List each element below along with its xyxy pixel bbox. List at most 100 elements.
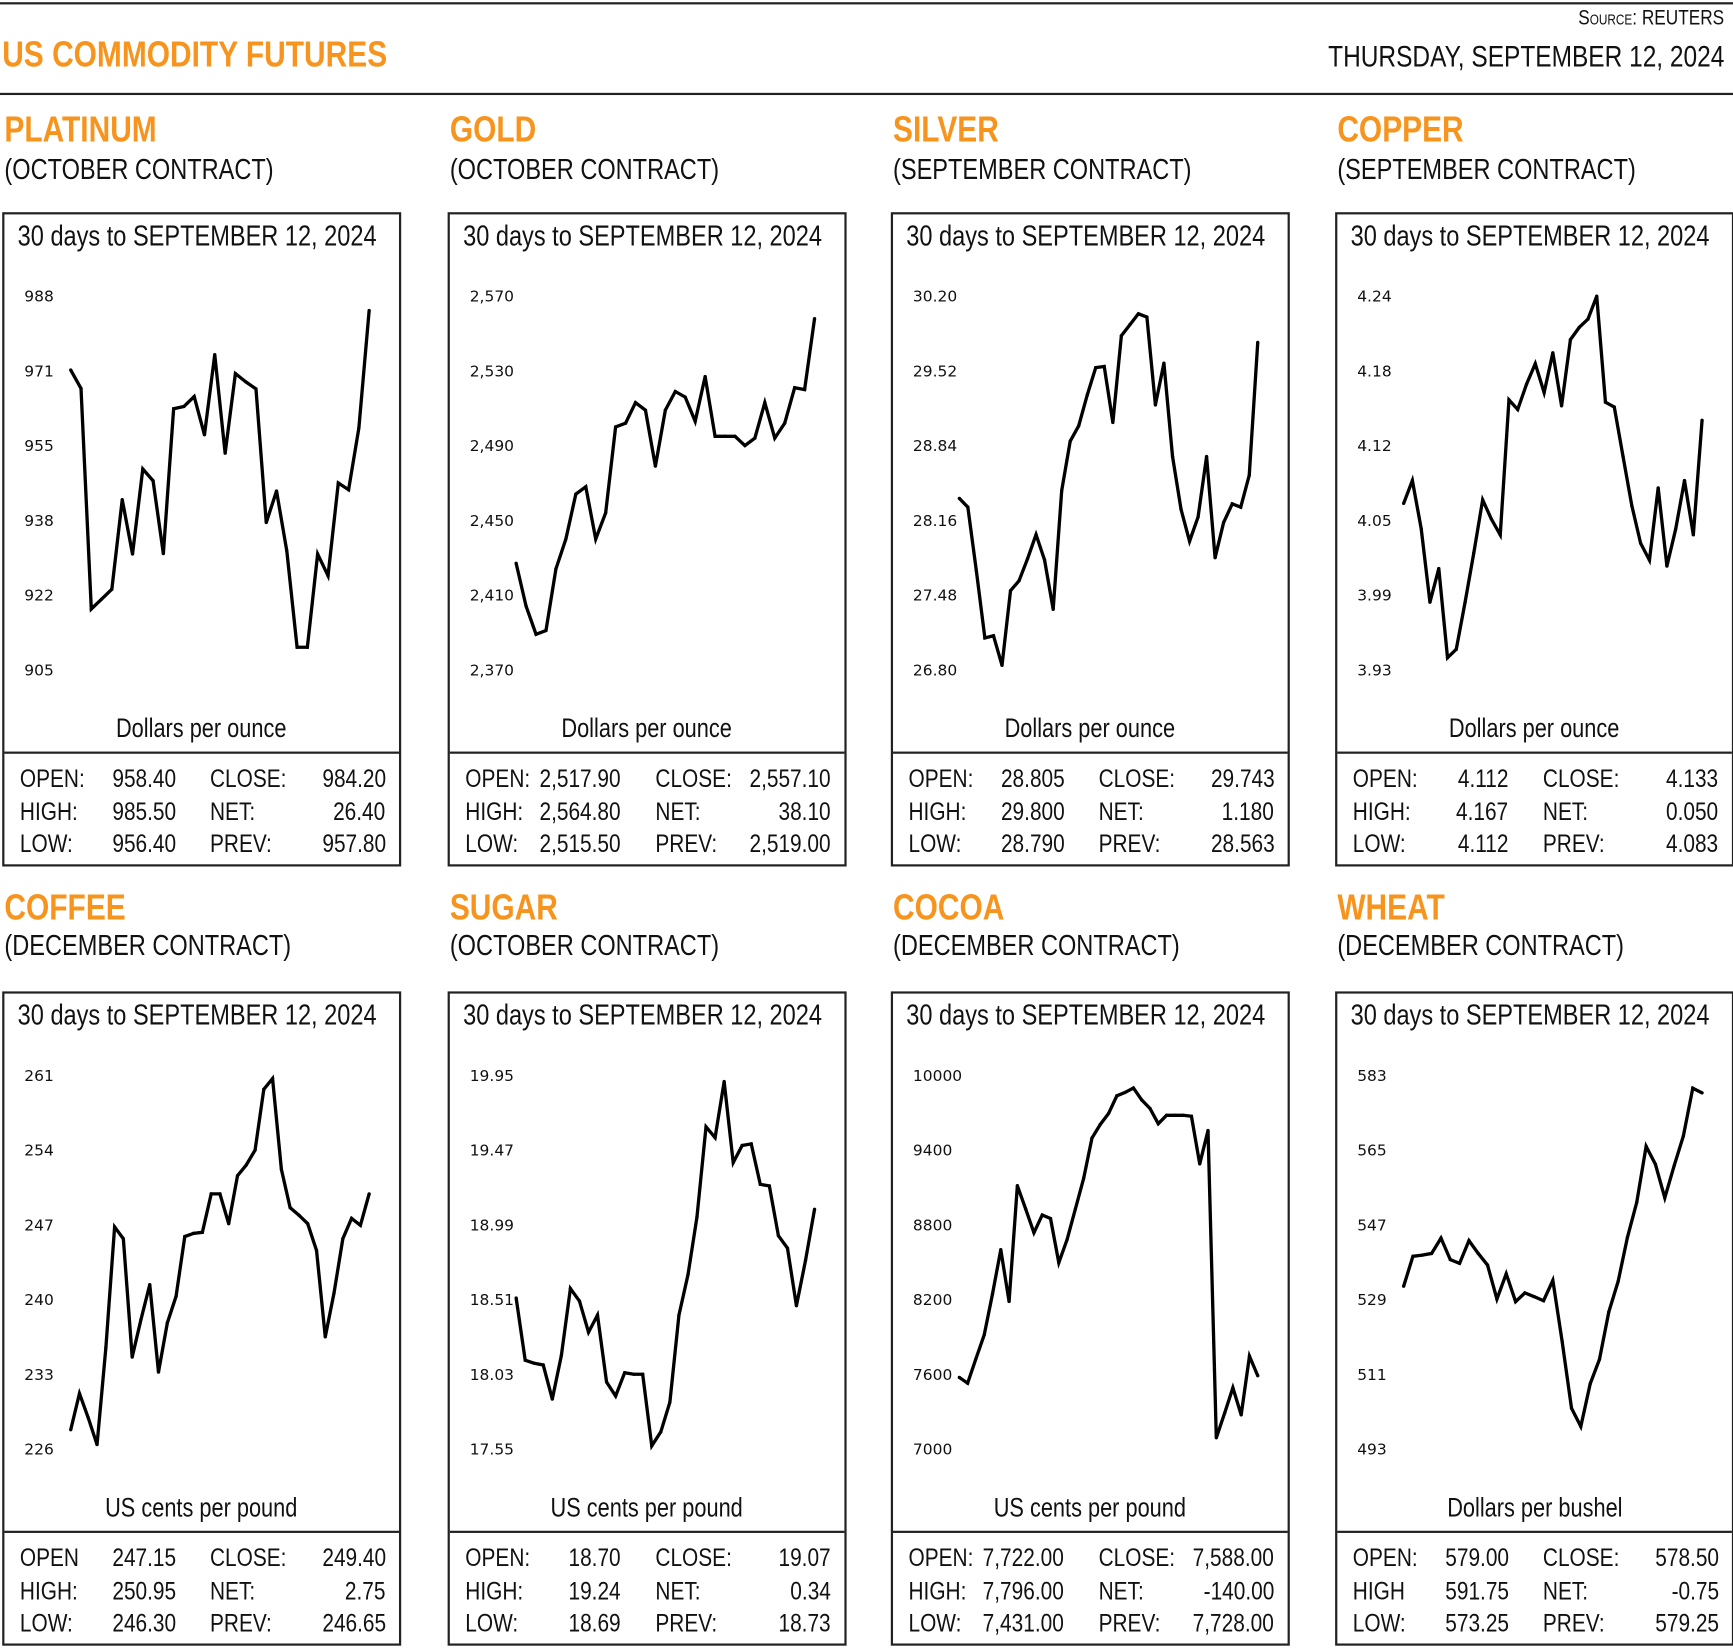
price-point (1647, 558, 1652, 562)
stat-label-prev: PREV: (1098, 1608, 1161, 1637)
stat-value-low: 7,431.00 (983, 1608, 1065, 1637)
price-point (1102, 364, 1106, 369)
price-point (595, 1313, 600, 1317)
price-point (1060, 489, 1064, 493)
stat-value-open: 958.40 (111, 763, 176, 793)
price-point (966, 505, 970, 509)
stats-divider (449, 751, 845, 754)
price-point (584, 485, 588, 489)
price-line (514, 318, 817, 637)
price-point (594, 537, 598, 541)
price-point (983, 636, 987, 640)
stat-value-open: 28.805 (1000, 763, 1065, 793)
stat-label-high: HIGH: (465, 796, 524, 826)
price-point (763, 400, 767, 405)
price-point (514, 561, 518, 565)
y-tick-label: 4.12 (1357, 437, 1391, 455)
price-point (1170, 454, 1175, 459)
price-point (577, 1299, 582, 1303)
price-point (776, 1234, 781, 1238)
price-point (1463, 600, 1467, 604)
price-point (1504, 1272, 1508, 1276)
line-chart: 19.95 19.47 18.99 18.51 18.03 17.55 (470, 1067, 817, 1458)
price-point (1439, 1236, 1443, 1240)
price-point (785, 1246, 790, 1250)
line-chart: 4.24 4.18 4.12 4.05 3.99 3.93 (1357, 288, 1704, 679)
price-point (209, 1192, 213, 1196)
price-point (1153, 403, 1158, 407)
unit-text: Dollars per ounce (116, 713, 287, 744)
y-tick-label: 938 (24, 512, 54, 530)
price-point (550, 1397, 554, 1401)
price-point (285, 549, 289, 553)
price-point (1098, 1122, 1102, 1127)
price-point (1630, 504, 1634, 508)
price-point (1621, 454, 1625, 459)
price-point (695, 1215, 699, 1219)
price-point (753, 436, 757, 440)
price-point (69, 1428, 73, 1432)
price-point (623, 1371, 627, 1375)
stat-value-net: 0.34 (790, 1576, 832, 1605)
price-point (79, 386, 83, 391)
stat-label-high: HIGH: (908, 1576, 967, 1605)
unit-label: US cents per pound (450, 1493, 845, 1524)
commodity-name: PLATINUM (4, 108, 157, 150)
stat-value-high: 591.75 (1444, 1576, 1509, 1605)
price-point (1625, 1235, 1630, 1239)
unit-label: Dollars per ounce (450, 714, 845, 745)
price-point (1597, 1357, 1602, 1361)
y-tick-label: 955 (24, 437, 54, 455)
stat-label-open: OPEN (19, 1542, 79, 1572)
price-point (650, 1444, 654, 1448)
y-tick-label: 3.93 (1357, 661, 1391, 679)
price-point (514, 1296, 518, 1300)
stat-value-high: 985.50 (111, 796, 176, 826)
price-line (69, 1074, 371, 1446)
price-point (668, 1400, 672, 1404)
price-point (1256, 1374, 1260, 1378)
price-point (1489, 517, 1494, 521)
y-tick-label: 4.18 (1357, 362, 1391, 380)
price-point (1635, 1200, 1639, 1205)
y-tick-label: 2,490 (470, 437, 514, 455)
price-point (218, 1192, 222, 1196)
stat-value-high: 29.800 (1000, 796, 1065, 826)
price-point (1559, 404, 1564, 408)
price-point (192, 394, 196, 399)
page-title: US COMMODITY FUTURES (2, 33, 388, 75)
y-tick-label: 28.84 (913, 437, 957, 455)
price-point (749, 1142, 753, 1146)
price-point (1115, 1094, 1119, 1098)
chart-title: 30 days to SEPTEMBER 12, 2024 (463, 218, 822, 252)
price-point (244, 380, 248, 384)
price-point (604, 1380, 609, 1384)
price-point (244, 1163, 248, 1167)
price-point (1164, 1113, 1169, 1117)
y-tick-label: 7000 (913, 1440, 952, 1458)
price-point (1148, 1106, 1152, 1111)
y-tick-label: 17.55 (470, 1440, 514, 1458)
stat-value-prev: 4.083 (1666, 828, 1719, 858)
price-point (148, 1282, 152, 1287)
price-point (1145, 315, 1149, 319)
chart-box: 30 days to SEPTEMBER 12, 2024 4.24 4.18 4.1… (1335, 212, 1733, 867)
price-point (1524, 382, 1529, 386)
stat-label-prev: PREV: (655, 828, 718, 858)
stat-label-close: CLOSE: (1542, 763, 1620, 793)
y-tick-label: 18.51 (470, 1291, 514, 1309)
price-point (99, 597, 104, 601)
contract-month: (OCTOBER CONTRACT) (449, 152, 720, 186)
price-point (279, 1167, 284, 1171)
price-point (341, 1237, 345, 1241)
line-chart: 30.20 29.52 28.84 28.16 27.48 26.80 (913, 288, 1260, 679)
price-point (957, 1375, 961, 1380)
chart-title: 30 days to SEPTEMBER 12, 2024 (1350, 998, 1710, 1032)
price-point (357, 426, 361, 430)
unit-text: Dollars per ounce (561, 713, 733, 744)
price-point (1221, 520, 1226, 525)
price-point (332, 1291, 336, 1295)
price-point (974, 1357, 978, 1361)
stat-value-close: 4.133 (1666, 763, 1719, 793)
